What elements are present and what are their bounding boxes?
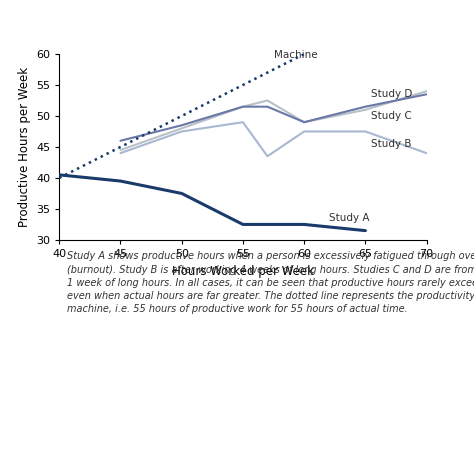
Text: Machine: Machine <box>273 50 317 60</box>
Text: Study D: Study D <box>372 89 413 99</box>
Text: Study B: Study B <box>372 139 412 149</box>
Text: Study C: Study C <box>372 111 412 121</box>
X-axis label: Hours Worked per Week: Hours Worked per Week <box>172 265 314 278</box>
Text: Study A shows productive hours when a person is excessively fatigued through ove: Study A shows productive hours when a pe… <box>66 252 474 314</box>
Text: Study A: Study A <box>328 213 369 223</box>
Y-axis label: Productive Hours per Week: Productive Hours per Week <box>18 67 30 227</box>
